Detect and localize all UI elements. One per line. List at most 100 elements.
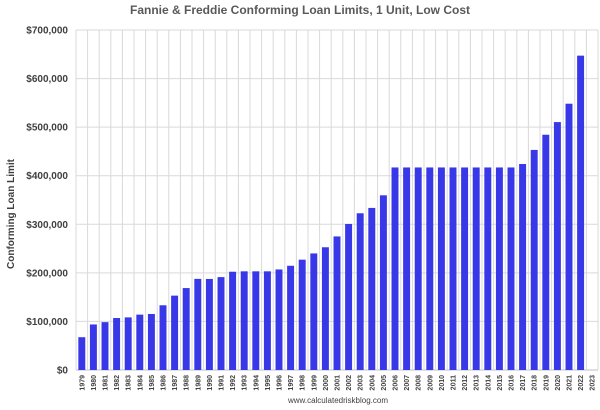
y-axis-ticks: $0 $100,000 $200,000 $300,000 $400,000 $500,0… — [26, 26, 68, 377]
x-tick-label: 2020 — [555, 375, 562, 391]
bar-2020 — [553, 122, 561, 370]
x-tick-label: 2005 — [381, 375, 388, 391]
x-tick-label: 2010 — [439, 375, 446, 391]
bar-1991 — [217, 277, 225, 370]
x-tick-label: 1990 — [207, 375, 214, 391]
bar-2019 — [542, 134, 550, 370]
bar-2016 — [507, 167, 515, 370]
chart-title: Fannie & Freddie Conforming Loan Limits,… — [130, 3, 470, 17]
x-tick-label: 1994 — [253, 375, 260, 391]
bar-1992 — [229, 271, 237, 370]
x-tick-label: 1987 — [172, 375, 179, 391]
bar-2021 — [565, 103, 573, 370]
x-tick-label: 1991 — [219, 375, 226, 391]
bar-1979 — [78, 337, 86, 370]
bar-2013 — [472, 167, 480, 370]
y-tick-label: $500,000 — [26, 123, 68, 134]
x-tick-label: 1995 — [265, 375, 272, 391]
x-tick-label: 2023 — [590, 375, 597, 391]
x-tick-label: 1986 — [161, 375, 168, 391]
bar-1999 — [310, 253, 318, 370]
bar-2004 — [368, 207, 376, 370]
x-tick-label: 2007 — [404, 375, 411, 391]
bar-2008 — [414, 167, 422, 370]
bar-2010 — [437, 167, 445, 370]
x-tick-label: 2016 — [509, 375, 516, 391]
bar-2005 — [379, 195, 387, 370]
x-tick-label: 1988 — [184, 375, 191, 391]
bar-1994 — [252, 271, 260, 370]
x-tick-label: 1985 — [149, 375, 156, 391]
bar-1980 — [89, 324, 97, 370]
bar-1987 — [171, 295, 179, 370]
x-tick-label: 2012 — [462, 375, 469, 391]
y-tick-label: $100,000 — [26, 317, 68, 328]
bar-2014 — [484, 167, 492, 370]
bar-1981 — [101, 322, 109, 370]
y-tick-label: $600,000 — [26, 74, 68, 85]
y-tick-label: $700,000 — [26, 26, 68, 37]
x-tick-label: 2018 — [532, 375, 539, 391]
x-tick-label: 2015 — [497, 375, 504, 391]
bar-2002 — [345, 223, 353, 370]
bar-1983 — [124, 317, 132, 370]
x-tick-label: 2003 — [358, 375, 365, 391]
x-tick-label: 1983 — [126, 375, 133, 391]
x-tick-label: 2019 — [543, 375, 550, 391]
x-tick-label: 2006 — [393, 375, 400, 391]
x-tick-label: 2000 — [323, 375, 330, 391]
bar-2012 — [461, 167, 469, 370]
bar-1998 — [298, 259, 306, 370]
bar-2015 — [495, 167, 503, 370]
y-axis-label: Conforming Loan Limit — [6, 158, 17, 269]
x-tick-label: 1981 — [103, 375, 110, 391]
x-tick-label: 2014 — [485, 375, 492, 391]
bar-1995 — [263, 271, 271, 370]
bar-1996 — [275, 269, 283, 370]
bar-2000 — [321, 247, 329, 370]
y-tick-label: $0 — [57, 366, 69, 377]
x-tick-label: 1996 — [277, 375, 284, 391]
x-tick-label: 1989 — [195, 375, 202, 391]
bar-2022 — [577, 55, 585, 370]
x-tick-label: 2021 — [567, 375, 574, 391]
bar-2017 — [519, 164, 527, 370]
x-tick-label: 2002 — [346, 375, 353, 391]
bar-2006 — [391, 167, 399, 370]
bar-1986 — [159, 305, 167, 370]
x-tick-label: 2004 — [369, 375, 376, 391]
grid-lines — [75, 29, 599, 371]
x-tick-label: 2001 — [335, 375, 342, 391]
x-tick-label: 1997 — [288, 375, 295, 391]
bar-2018 — [530, 149, 538, 370]
bar-1985 — [147, 313, 155, 370]
x-tick-label: 2013 — [474, 375, 481, 391]
bar-2007 — [403, 167, 411, 370]
bar-1982 — [113, 318, 121, 370]
x-tick-label: 2008 — [416, 375, 423, 391]
x-tick-label: 2017 — [520, 375, 527, 391]
x-axis-ticks: 1979 1980 1981 1982 1983 1984 1985 1986 1987 1988… — [79, 375, 596, 391]
bar-1993 — [240, 271, 248, 370]
x-tick-label: 1979 — [79, 375, 86, 391]
bar-1988 — [182, 288, 190, 370]
y-tick-label: $300,000 — [26, 220, 68, 231]
bar-2009 — [426, 167, 434, 370]
x-tick-label: 1984 — [137, 375, 144, 391]
x-tick-label: 1993 — [242, 375, 249, 391]
bar-2011 — [449, 167, 457, 370]
x-tick-label: 2022 — [578, 375, 585, 391]
x-tick-label: 2009 — [427, 375, 434, 391]
bar-1989 — [194, 278, 202, 370]
y-tick-label: $200,000 — [26, 268, 68, 279]
bar-1997 — [287, 265, 295, 370]
x-tick-label: 1999 — [311, 375, 318, 391]
bar-1984 — [136, 314, 144, 370]
x-tick-label: 1998 — [300, 375, 307, 391]
x-tick-label: 1982 — [114, 375, 121, 391]
y-tick-label: $400,000 — [26, 171, 68, 182]
x-tick-label: 1980 — [91, 375, 98, 391]
bar-2001 — [333, 236, 341, 370]
x-tick-label: 2011 — [451, 375, 458, 390]
